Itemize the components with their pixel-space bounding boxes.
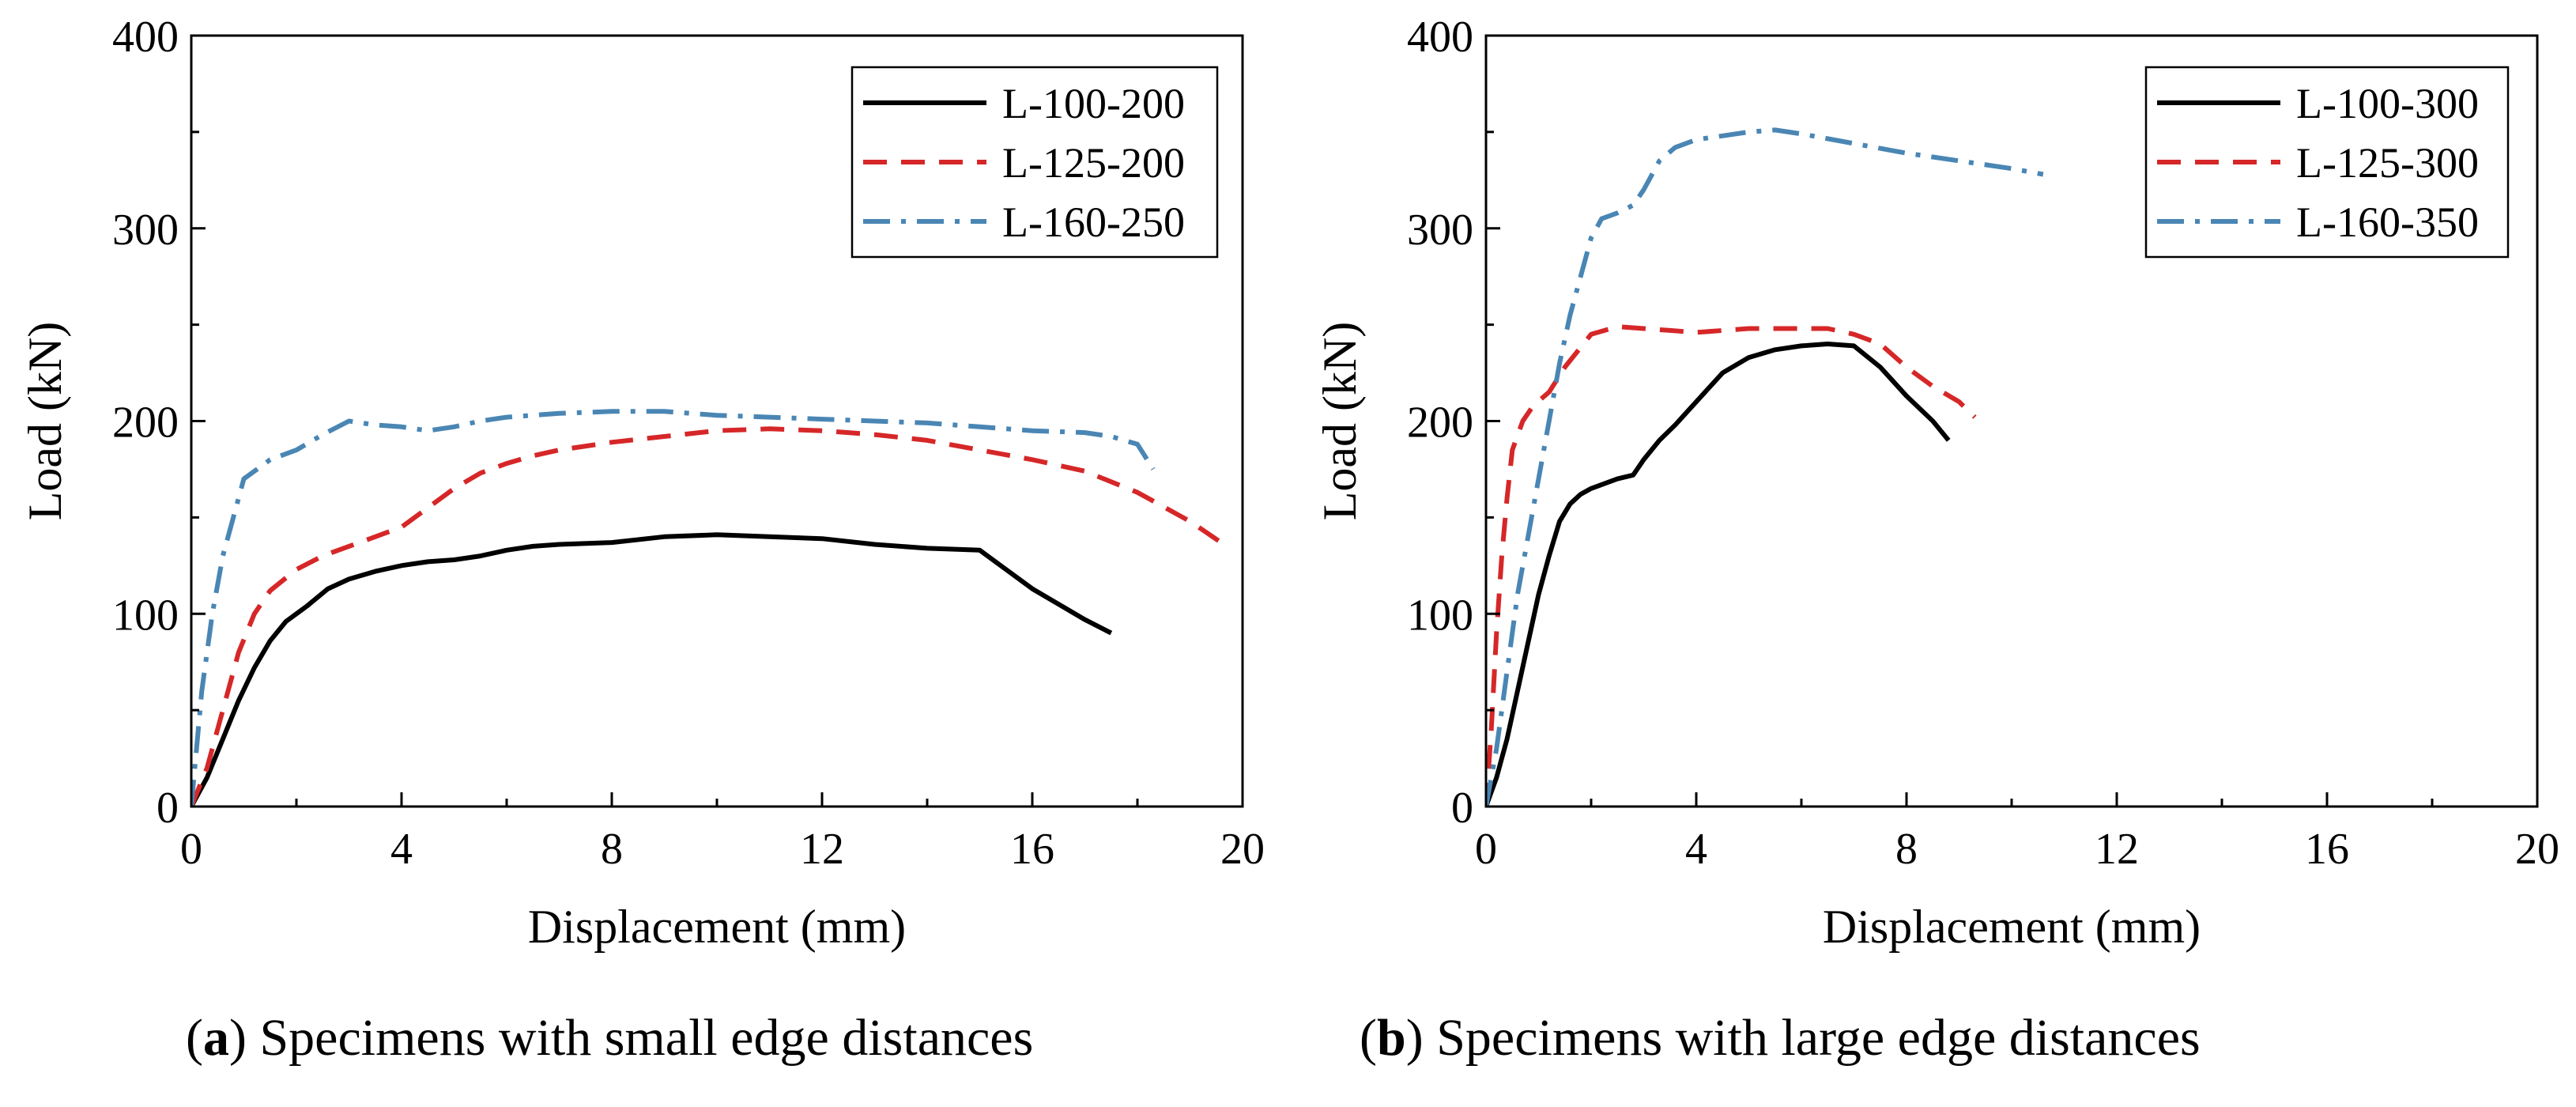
legend-label-L-125-200: L-125-200 <box>1002 139 1185 187</box>
x-tick-label: 8 <box>601 825 623 874</box>
caption-b-text: Specimens with large edge distances <box>1436 1009 2201 1067</box>
x-tick-label: 4 <box>1685 825 1707 874</box>
x-tick-label: 0 <box>180 825 202 874</box>
caption-a-close: ) <box>228 1009 247 1067</box>
x-tick-label: 0 <box>1475 825 1497 874</box>
legend-label-L-100-300: L-100-300 <box>2296 80 2479 127</box>
x-tick-label: 12 <box>2095 825 2139 874</box>
series-line-L-125-200 <box>191 426 1228 807</box>
series-line-L-100-300 <box>1486 342 1951 807</box>
x-tick-label: 16 <box>2305 825 2349 874</box>
legend-label-L-125-300: L-125-300 <box>2296 139 2479 187</box>
caption-a-open: ( <box>186 1009 203 1067</box>
caption-b-letter: b <box>1376 1009 1406 1067</box>
caption-b-close: ) <box>1405 1009 1424 1067</box>
caption-b-open: ( <box>1360 1009 1377 1067</box>
legend-label-L-100-200: L-100-200 <box>1002 80 1185 127</box>
x-tick-label: 20 <box>1220 825 1265 874</box>
y-tick-label: 400 <box>1407 13 1473 62</box>
caption-a-letter: a <box>202 1009 229 1067</box>
x-axis-label: Displacement (mm) <box>1823 901 2201 953</box>
x-axis-label: Displacement (mm) <box>528 901 906 953</box>
y-tick-label: 200 <box>1407 399 1473 448</box>
y-tick-label: 200 <box>112 399 179 448</box>
y-axis-label: Load (kN) <box>1314 322 1366 521</box>
y-tick-label: 0 <box>1451 784 1473 833</box>
legend: L-100-200 L-125-200 L-160-250 <box>850 66 1219 259</box>
y-axis-label: Load (kN) <box>19 322 71 521</box>
series-line-L-100-200 <box>191 532 1113 807</box>
y-tick-label: 400 <box>112 13 179 62</box>
series-line-L-160-350 <box>1486 127 2044 807</box>
caption-a: (a) Specimens with small edge distances <box>186 1008 1033 1068</box>
y-tick-label: 100 <box>1407 591 1473 640</box>
legend: L-100-300 L-125-300 L-160-350 <box>2144 66 2510 259</box>
series-line-L-125-300 <box>1486 324 1977 807</box>
y-tick-label: 300 <box>112 206 179 255</box>
y-tick-label: 300 <box>1407 206 1473 255</box>
x-tick-label: 20 <box>2515 825 2559 874</box>
series-line-L-160-250 <box>191 409 1156 807</box>
x-tick-label: 16 <box>1010 825 1054 874</box>
x-tick-label: 4 <box>390 825 413 874</box>
y-tick-label: 0 <box>157 784 179 833</box>
y-tick-label: 100 <box>112 591 179 640</box>
caption-b: (b) Specimens with large edge distances <box>1360 1008 2201 1068</box>
legend-label-L-160-250: L-160-250 <box>1002 198 1185 246</box>
legend-label-L-160-350: L-160-350 <box>2296 198 2479 246</box>
x-tick-label: 8 <box>1895 825 1918 874</box>
caption-a-text: Specimens with small edge distances <box>259 1009 1034 1067</box>
x-tick-label: 12 <box>800 825 844 874</box>
